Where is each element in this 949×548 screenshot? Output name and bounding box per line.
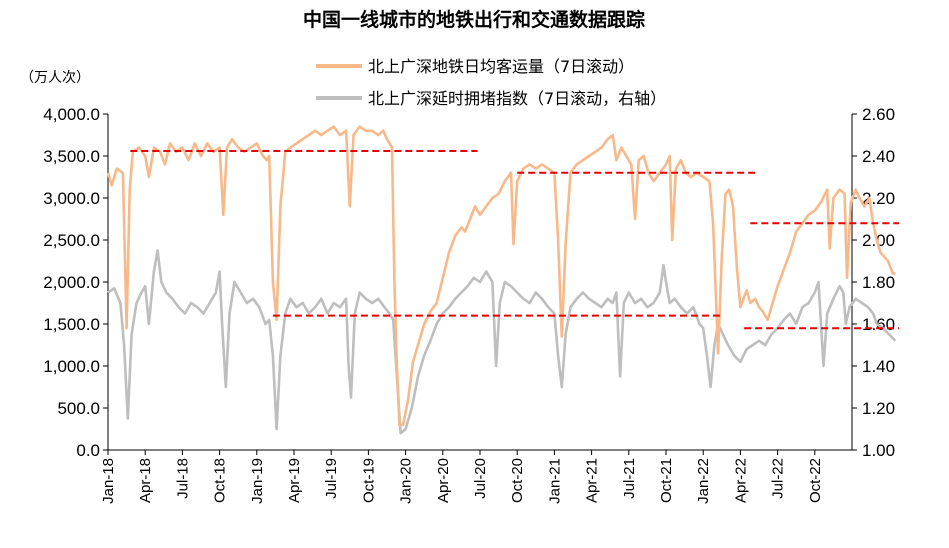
right-tick-label: 1.80 xyxy=(862,273,895,292)
left-tick-label: 2,000.0 xyxy=(43,273,100,292)
x-tick-label: Jul-21 xyxy=(621,458,638,499)
left-tick-label: 1,000.0 xyxy=(43,357,100,376)
left-axis-ticks: 0.0 500.0 1,000.0 1,500.0 2,000.0 2,500.0 3,00… xyxy=(43,105,108,460)
x-tick-label: Oct-22 xyxy=(807,458,824,503)
right-tick-label: 1.40 xyxy=(862,357,895,376)
reference-lines xyxy=(130,149,900,330)
x-tick-label: Jul-22 xyxy=(770,458,787,499)
x-tick-label: Jan-21 xyxy=(546,458,563,504)
x-tick-label: Jan-22 xyxy=(695,458,712,504)
legend: 北上广深地铁日均客运量（7日滚动） 北上广深延时拥堵指数（7日滚动，右轴） xyxy=(316,57,666,108)
left-tick-label: 2,500.0 xyxy=(43,231,100,250)
right-axis-ticks: 1.001.201.401.601.802.002.202.402.60 xyxy=(852,105,895,460)
right-tick-label: 1.00 xyxy=(862,441,895,460)
x-tick-label: Jul-18 xyxy=(174,458,191,499)
x-tick-label: Apr-19 xyxy=(286,458,303,503)
left-tick-label: 3,000.0 xyxy=(43,189,100,208)
x-tick-label: Jan-18 xyxy=(100,458,117,504)
x-tick-label: Apr-22 xyxy=(732,458,749,503)
left-tick-label: 1,500.0 xyxy=(43,315,100,334)
x-tick-label: Apr-18 xyxy=(137,458,154,503)
right-tick-label: 2.00 xyxy=(862,231,895,250)
x-tick-label: Oct-20 xyxy=(509,458,526,503)
right-tick-label: 1.20 xyxy=(862,399,895,418)
left-tick-label: 500.0 xyxy=(57,399,100,418)
x-tick-label: Jul-20 xyxy=(472,458,489,499)
x-tick-label: Apr-20 xyxy=(435,458,452,503)
x-tick-label: Oct-19 xyxy=(360,458,377,503)
left-axis-unit: （万人次） xyxy=(20,70,90,86)
series-line-congestion xyxy=(107,249,897,435)
x-tick-label: Apr-21 xyxy=(584,458,601,503)
left-tick-label: 3,500.0 xyxy=(43,147,100,166)
x-axis: Jan-18 Apr-18 Jul-18 Oct-18 Jan-19 Apr-19 Jul-… xyxy=(100,449,852,504)
x-tick-label: Jan-19 xyxy=(249,458,266,504)
right-tick-label: 2.40 xyxy=(862,147,895,166)
legend-label-metro: 北上广深地铁日均客运量（7日滚动） xyxy=(368,57,634,76)
left-tick-label: 0.0 xyxy=(76,441,100,460)
chart-title: 中国一线城市的地铁出行和交通数据跟踪 xyxy=(303,8,645,31)
legend-label-congestion: 北上广深延时拥堵指数（7日滚动，右轴） xyxy=(368,89,666,108)
x-axis-ticks: Jan-18 Apr-18 Jul-18 Oct-18 Jan-19 Apr-19 Jul-… xyxy=(100,450,824,504)
x-tick-label: Jan-20 xyxy=(398,458,415,504)
right-tick-label: 2.60 xyxy=(862,105,895,124)
x-tick-label: Jul-19 xyxy=(323,458,340,499)
x-tick-label: Oct-18 xyxy=(212,458,229,503)
x-tick-label: Oct-21 xyxy=(658,458,675,503)
left-axis: 0.0 500.0 1,000.0 1,500.0 2,000.0 2,500.0 3,00… xyxy=(43,105,109,460)
right-axis: 1.001.201.401.601.802.002.202.402.60 xyxy=(851,105,895,460)
left-tick-label: 4,000.0 xyxy=(43,105,100,124)
right-tick-label: 2.20 xyxy=(862,189,895,208)
series-layer xyxy=(106,125,897,435)
